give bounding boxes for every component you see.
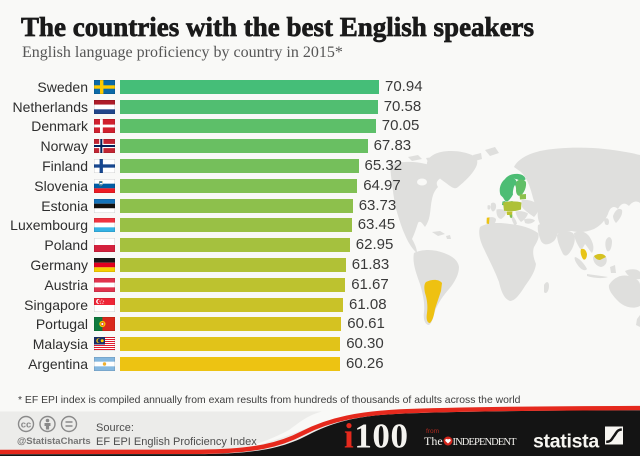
svg-text:statista: statista — [533, 431, 599, 453]
svg-text:from: from — [426, 428, 439, 435]
svg-text:@StatistaCharts: @StatistaCharts — [17, 436, 91, 447]
svg-text:INDEPENDENT: INDEPENDENT — [453, 437, 518, 448]
svg-text:The: The — [424, 434, 443, 448]
svg-text:cc: cc — [21, 420, 32, 431]
svg-text:Source:: Source: — [96, 422, 134, 434]
svg-text:i100: i100 — [344, 417, 409, 456]
svg-text:EF EPI English Proficiency Ind: EF EPI English Proficiency Index — [96, 436, 257, 448]
